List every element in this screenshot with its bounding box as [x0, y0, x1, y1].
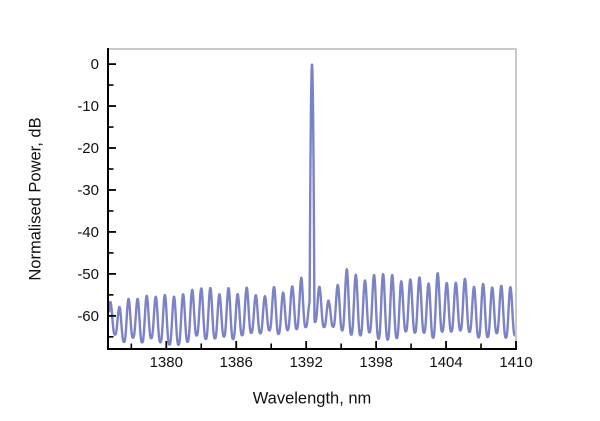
y-tick-label: -10 — [77, 98, 99, 115]
x-tick-label: 1380 — [150, 354, 183, 371]
y-tick-label: 0 — [91, 56, 99, 73]
x-tick-label: 1410 — [499, 354, 532, 371]
x-axis-title: Wavelength, nm — [252, 389, 372, 408]
y-tick-label: -30 — [77, 182, 99, 199]
x-tick-label: 1392 — [289, 354, 322, 371]
x-tick-label: 1386 — [220, 354, 253, 371]
spectrum-line — [107, 63, 518, 346]
y-tick-label: -40 — [77, 224, 99, 241]
x-tick-label: 1398 — [359, 354, 392, 371]
x-tick-label: 1404 — [429, 354, 462, 371]
y-tick-label: -50 — [77, 266, 99, 283]
y-axis-title: Normalised Power, dB — [26, 117, 45, 281]
y-tick-label: -60 — [77, 308, 99, 325]
y-tick-label: -20 — [77, 140, 99, 157]
